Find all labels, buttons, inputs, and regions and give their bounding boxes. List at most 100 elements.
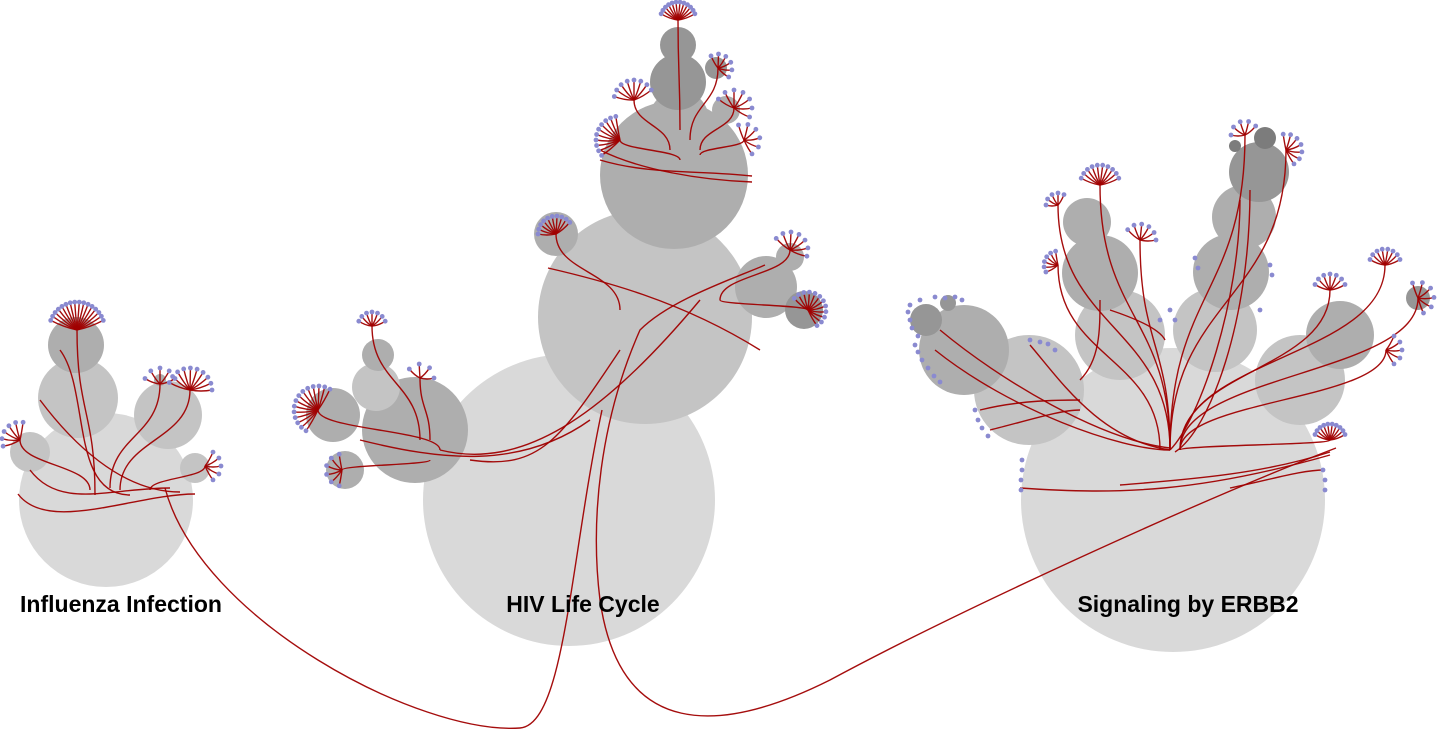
leaf-node[interactable] <box>72 299 78 305</box>
leaf-node[interactable] <box>1231 124 1236 130</box>
pathway-circle[interactable] <box>38 358 118 438</box>
leaf-node[interactable] <box>96 310 102 315</box>
leaf-node[interactable] <box>1100 162 1106 168</box>
leaf-node[interactable] <box>52 310 58 315</box>
leaf-node[interactable] <box>1379 246 1385 252</box>
leaf-node[interactable] <box>822 314 827 320</box>
leaf-node[interactable] <box>749 105 755 111</box>
leaf-node[interactable] <box>1157 317 1163 323</box>
leaf-node[interactable] <box>608 115 613 121</box>
leaf-node[interactable] <box>1151 230 1157 235</box>
leaf-node[interactable] <box>1 429 7 434</box>
leaf-node[interactable] <box>208 380 214 386</box>
leaf-node[interactable] <box>631 77 637 83</box>
leaf-node[interactable] <box>1125 227 1131 233</box>
leaf-node[interactable] <box>1391 361 1397 367</box>
leaf-node[interactable] <box>549 214 555 219</box>
leaf-node[interactable] <box>1018 487 1024 493</box>
leaf-node[interactable] <box>327 386 333 392</box>
leaf-node[interactable] <box>1342 282 1348 287</box>
pathway-circle-root[interactable] <box>1021 348 1325 652</box>
leaf-node[interactable] <box>1342 432 1348 437</box>
pathway-circle[interactable] <box>705 57 727 79</box>
leaf-node[interactable] <box>932 294 938 300</box>
leaf-node[interactable] <box>6 423 12 429</box>
leaf-node[interactable] <box>909 325 915 331</box>
leaf-node[interactable] <box>324 472 329 477</box>
leaf-node[interactable] <box>823 303 828 309</box>
leaf-node[interactable] <box>1397 339 1403 345</box>
leaf-node[interactable] <box>1431 295 1437 300</box>
leaf-node[interactable] <box>563 216 569 222</box>
leaf-node[interactable] <box>559 214 565 220</box>
leaf-node[interactable] <box>89 304 95 309</box>
leaf-node[interactable] <box>55 306 61 312</box>
leaf-node[interactable] <box>328 455 334 461</box>
leaf-node[interactable] <box>723 54 729 59</box>
leaf-node[interactable] <box>1325 421 1331 427</box>
leaf-node[interactable] <box>296 393 302 398</box>
leaf-node[interactable] <box>218 463 224 469</box>
leaf-node[interactable] <box>747 96 752 102</box>
leaf-node[interactable] <box>1298 142 1304 147</box>
leaf-node[interactable] <box>959 297 965 303</box>
leaf-node[interactable] <box>299 424 304 430</box>
leaf-node[interactable] <box>59 304 65 309</box>
leaf-node[interactable] <box>1053 248 1058 254</box>
leaf-node[interactable] <box>812 291 818 296</box>
leaf-node[interactable] <box>807 289 812 295</box>
leaf-node[interactable] <box>541 218 546 224</box>
pathway-circle[interactable] <box>134 381 202 449</box>
leaf-node[interactable] <box>538 222 543 228</box>
pathway-circle[interactable] <box>1254 127 1276 149</box>
leaf-node[interactable] <box>427 365 432 371</box>
leaf-node[interactable] <box>1139 221 1145 227</box>
leaf-node[interactable] <box>300 389 306 394</box>
leaf-node[interactable] <box>1019 457 1025 463</box>
leaf-node[interactable] <box>931 373 937 379</box>
leaf-node[interactable] <box>1037 339 1043 345</box>
leaf-node[interactable] <box>194 366 200 372</box>
leaf-node[interactable] <box>1253 123 1259 129</box>
leaf-node[interactable] <box>915 333 921 339</box>
leaf-node[interactable] <box>817 294 823 299</box>
leaf-node[interactable] <box>1316 276 1321 282</box>
leaf-node[interactable] <box>148 368 154 374</box>
leaf-node[interactable] <box>1394 252 1400 258</box>
leaf-node[interactable] <box>416 361 422 367</box>
leaf-node[interactable] <box>1269 272 1275 278</box>
leaf-node[interactable] <box>985 433 991 439</box>
leaf-node[interactable] <box>1391 333 1397 339</box>
leaf-node[interactable] <box>76 299 82 305</box>
leaf-node[interactable] <box>67 300 73 306</box>
leaf-node[interactable] <box>726 74 732 80</box>
leaf-node[interactable] <box>791 296 797 301</box>
leaf-node[interactable] <box>757 135 763 141</box>
leaf-node[interactable] <box>796 232 802 237</box>
leaf-node[interactable] <box>216 471 222 477</box>
leaf-node[interactable] <box>1049 192 1055 198</box>
leaf-node[interactable] <box>1320 467 1326 473</box>
leaf-node[interactable] <box>100 318 106 323</box>
leaf-node[interactable] <box>1374 248 1380 254</box>
leaf-node[interactable] <box>1061 192 1067 198</box>
leaf-node[interactable] <box>1367 257 1373 262</box>
leaf-node[interactable] <box>972 407 978 413</box>
leaf-node[interactable] <box>1105 164 1111 170</box>
leaf-node[interactable] <box>1041 264 1047 270</box>
leaf-node[interactable] <box>200 370 206 375</box>
leaf-node[interactable] <box>716 51 721 57</box>
leaf-node[interactable] <box>749 151 755 157</box>
leaf-node[interactable] <box>747 114 752 120</box>
leaf-node[interactable] <box>1081 171 1087 176</box>
leaf-node[interactable] <box>310 384 316 389</box>
leaf-node[interactable] <box>1045 196 1050 202</box>
leaf-node[interactable] <box>295 420 301 426</box>
leaf-node[interactable] <box>819 319 824 325</box>
leaf-node[interactable] <box>157 365 163 371</box>
leaf-node[interactable] <box>1294 136 1300 141</box>
leaf-node[interactable] <box>1172 317 1178 323</box>
leaf-node[interactable] <box>293 398 299 403</box>
leaf-node[interactable] <box>692 11 698 17</box>
leaf-node[interactable] <box>205 374 211 380</box>
